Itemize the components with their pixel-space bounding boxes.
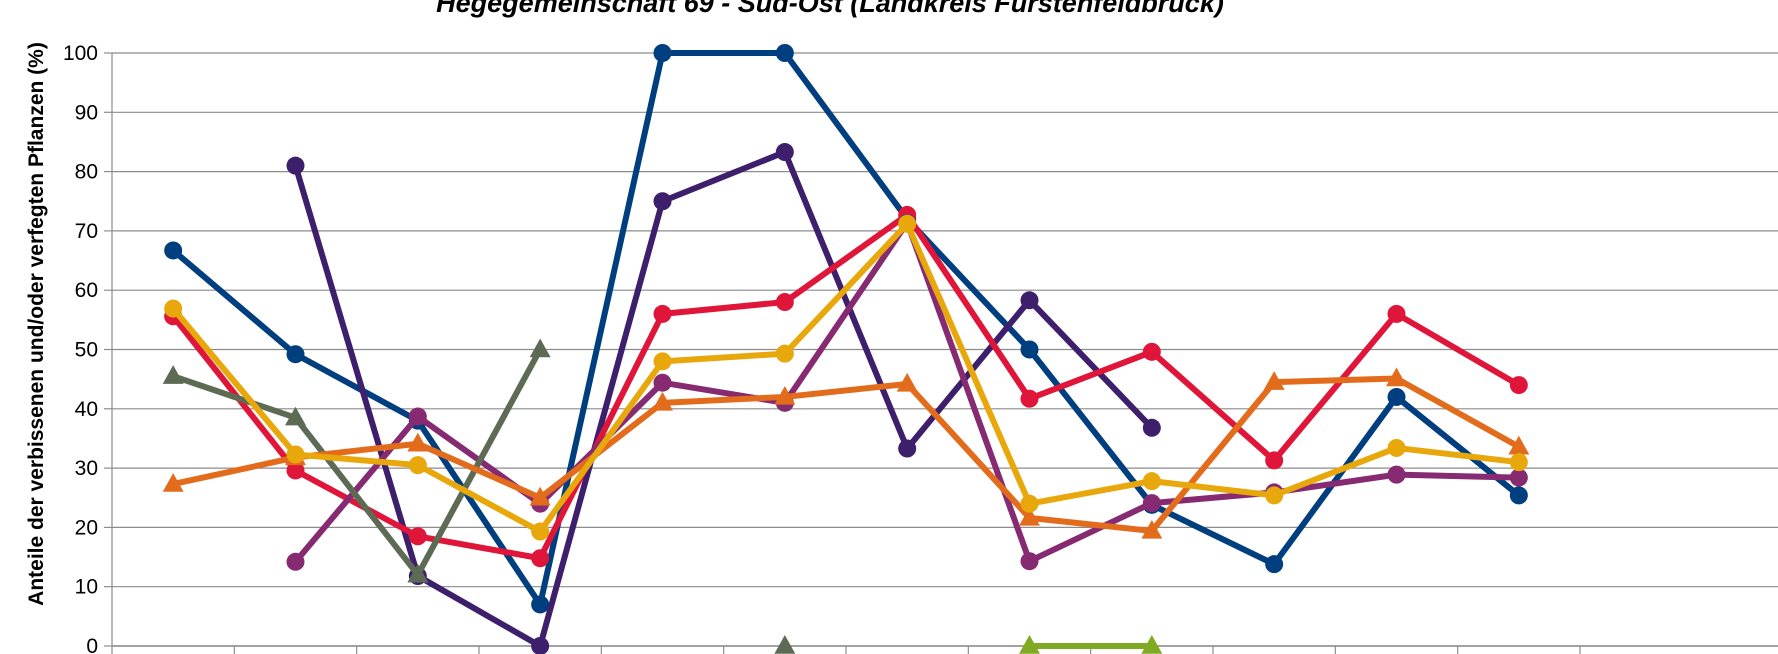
data-point	[286, 445, 305, 464]
data-point	[1387, 387, 1406, 406]
data-point	[162, 365, 184, 384]
gridlines	[111, 52, 1778, 647]
data-point	[1141, 519, 1163, 539]
data-point	[652, 391, 673, 411]
data-point	[1265, 486, 1284, 505]
data-point	[164, 299, 183, 318]
y-axis-label: Anteile der verbissenen und/oder verfegt…	[25, 42, 48, 606]
series-line	[292, 149, 1155, 649]
data-point	[1265, 451, 1284, 470]
data-point	[407, 432, 429, 452]
data-point	[529, 486, 551, 506]
data-point	[1142, 342, 1161, 361]
data-point	[531, 595, 550, 614]
y-axis-ticks: 0 10 20 30 40 50 60 70 80 90 100	[63, 42, 112, 654]
data-point	[1142, 494, 1161, 513]
data-point	[653, 352, 672, 371]
data-point	[653, 44, 672, 62]
series-3	[164, 205, 1528, 568]
data-point	[775, 143, 794, 162]
data-point	[286, 552, 305, 571]
data-point	[1386, 367, 1407, 387]
data-point	[1387, 304, 1406, 323]
y-tick-label: 60	[75, 279, 98, 302]
data-point	[531, 549, 550, 568]
data-point	[164, 241, 183, 260]
series-8	[164, 214, 1528, 541]
data-point	[1509, 486, 1528, 505]
series-9	[1019, 635, 1163, 654]
series-2	[286, 143, 1161, 654]
data-point	[896, 372, 918, 392]
chart-title: Hegegemeinschaft 69 - Süd-Ost (Landkreis…	[436, 0, 1224, 18]
data-point	[531, 522, 550, 541]
data-point	[898, 439, 917, 458]
series-line	[170, 50, 1522, 608]
data-point	[408, 456, 427, 475]
y-tick-label: 80	[75, 161, 98, 184]
data-point	[775, 44, 794, 62]
data-point	[653, 192, 672, 211]
data-point	[775, 293, 794, 312]
data-point	[408, 407, 427, 426]
data-point	[1387, 438, 1406, 457]
data-point	[774, 385, 796, 405]
data-point	[285, 406, 306, 426]
data-point	[408, 527, 427, 546]
data-point	[286, 461, 305, 480]
data-point	[1020, 552, 1039, 571]
data-point	[1509, 468, 1528, 487]
data-point	[1020, 389, 1039, 408]
series-line	[170, 375, 1522, 534]
y-tick-label: 40	[75, 398, 98, 421]
data-point	[1509, 376, 1528, 395]
data-point	[1265, 555, 1284, 574]
y-tick-label: 70	[75, 220, 98, 243]
data-point	[1019, 506, 1040, 526]
series-1	[164, 44, 1528, 614]
y-tick-label: 10	[75, 576, 98, 599]
data-point	[775, 344, 794, 363]
y-tick-label: 100	[63, 42, 98, 65]
data-point	[531, 637, 550, 654]
data-point	[1142, 472, 1161, 491]
data-point	[529, 338, 551, 358]
series-layer	[162, 44, 1530, 654]
data-point	[1508, 435, 1530, 455]
data-point	[1020, 340, 1039, 359]
data-point	[774, 635, 796, 654]
series-6	[774, 635, 796, 654]
series-7	[162, 367, 1530, 539]
y-tick-label: 0	[86, 635, 98, 654]
data-point	[1020, 494, 1039, 513]
y-tick-label: 20	[75, 516, 98, 539]
y-tick-label: 30	[75, 457, 98, 480]
data-point	[1263, 371, 1285, 390]
data-point	[162, 473, 184, 492]
data-point	[407, 563, 429, 583]
data-point	[1019, 635, 1040, 654]
data-point	[1141, 635, 1163, 654]
series-line	[170, 346, 544, 578]
x-axis-ticks	[111, 646, 1581, 654]
data-point	[653, 373, 672, 392]
data-point	[286, 345, 305, 364]
data-point	[1142, 418, 1161, 437]
series-5	[162, 338, 551, 583]
data-point	[1387, 465, 1406, 484]
series-4	[286, 213, 1528, 571]
data-point	[898, 214, 917, 233]
series-line	[170, 220, 1522, 535]
series-line	[170, 211, 1522, 562]
data-point	[1509, 453, 1528, 472]
data-point	[286, 156, 305, 175]
data-point	[1020, 291, 1039, 310]
data-point	[653, 304, 672, 323]
y-tick-label: 50	[75, 339, 98, 362]
y-tick-label: 90	[75, 101, 98, 124]
